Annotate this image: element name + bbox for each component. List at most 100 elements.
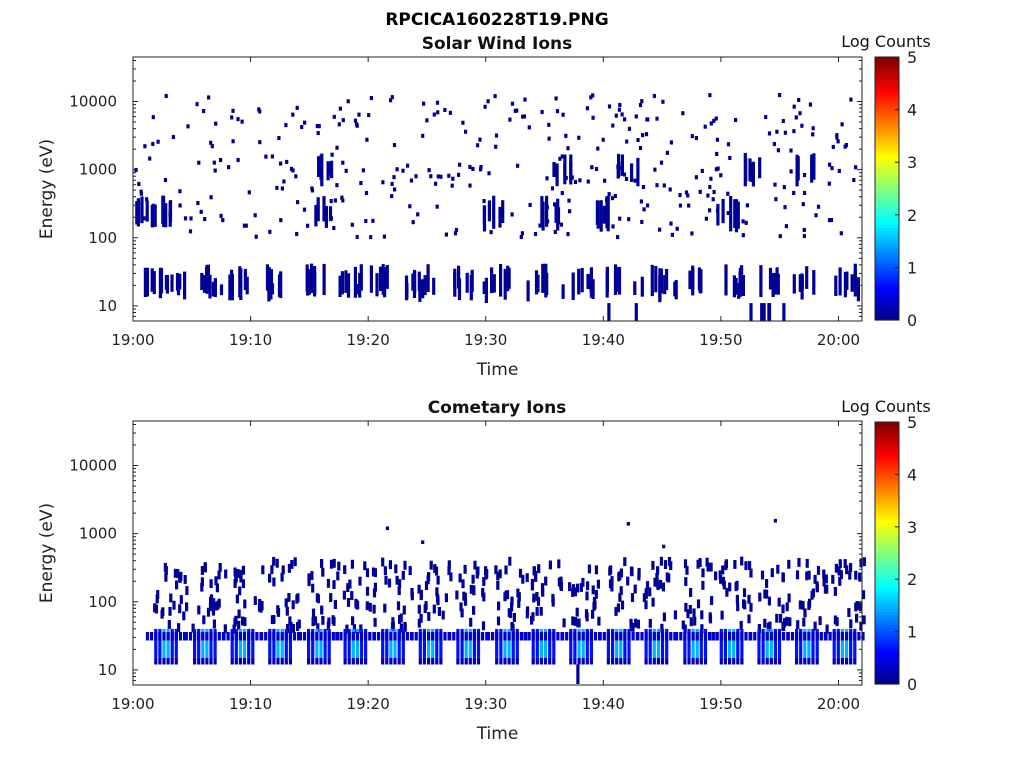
- heatmap-cell: [483, 104, 487, 109]
- heatmap-cell: [757, 624, 761, 633]
- heatmap-cell: [495, 657, 499, 665]
- heatmap-cell: [209, 657, 213, 665]
- heatmap-cell: [427, 572, 431, 581]
- heatmap-cell: [168, 606, 172, 616]
- heatmap-cell: [631, 632, 635, 641]
- heatmap-cell: [148, 156, 152, 161]
- heatmap-cell: [336, 571, 340, 581]
- heatmap-cell: [585, 657, 589, 665]
- heatmap-cell: [687, 628, 691, 658]
- colorbar-step: [875, 494, 899, 498]
- heatmap-cell: [151, 141, 155, 146]
- heatmap-cell: [329, 199, 333, 204]
- heatmap-cell: [364, 657, 368, 665]
- heatmap-cell: [437, 607, 441, 616]
- heatmap-cell: [170, 628, 174, 658]
- colorbar-step: [875, 634, 899, 639]
- heatmap-cell: [410, 591, 414, 601]
- heatmap-cell: [705, 557, 709, 567]
- colorbar-step: [875, 191, 899, 196]
- heatmap-cell: [236, 117, 240, 122]
- heatmap-cell: [329, 593, 333, 602]
- x-tick-label: 19:50: [699, 695, 742, 713]
- heatmap-cell: [468, 183, 472, 188]
- heatmap-cell: [427, 657, 431, 665]
- heatmap-cell: [431, 657, 435, 665]
- heatmap-cell: [403, 622, 407, 632]
- colorbar-step: [875, 119, 899, 124]
- heatmap-cell: [276, 605, 280, 615]
- heatmap-cell: [535, 632, 539, 641]
- heatmap-cell: [296, 622, 300, 631]
- heatmap-cell: [294, 174, 298, 179]
- heatmap-cell: [359, 632, 364, 641]
- heatmap-cell: [691, 265, 695, 296]
- heatmap-cell: [393, 657, 397, 665]
- heatmap-cell: [799, 628, 803, 658]
- heatmap-cell: [381, 632, 385, 641]
- heatmap-cell: [613, 194, 617, 199]
- colorbar-step: [875, 109, 899, 114]
- heatmap-cell: [342, 590, 346, 600]
- heatmap-cell: [695, 632, 699, 641]
- heatmap-cell: [812, 270, 816, 295]
- heatmap-cell: [352, 624, 356, 633]
- heatmap-cell: [193, 632, 197, 641]
- heatmap-cell: [159, 268, 164, 294]
- colorbar-step: [875, 198, 899, 203]
- heatmap-cell: [678, 193, 682, 198]
- heatmap-cell: [723, 632, 727, 641]
- heatmap-cell: [212, 160, 216, 165]
- heatmap-cell: [544, 263, 548, 298]
- heatmap-cell: [518, 568, 523, 578]
- heatmap-cell: [825, 584, 829, 594]
- heatmap-cell: [683, 657, 687, 665]
- heatmap-cell: [418, 280, 422, 302]
- heatmap-cell: [291, 600, 295, 610]
- colorbar-step: [875, 211, 899, 216]
- heatmap-cell: [511, 628, 515, 658]
- heatmap-cell: [858, 602, 862, 612]
- heatmap-cell: [401, 632, 405, 641]
- heatmap-cell: [811, 632, 815, 641]
- heatmap-cell: [819, 632, 823, 641]
- heatmap-cell: [521, 114, 525, 119]
- heatmap-cell: [287, 563, 291, 573]
- heatmap-cell: [219, 284, 224, 296]
- heatmap-cell: [272, 632, 276, 641]
- heatmap-cell: [735, 580, 739, 590]
- heatmap-cell: [139, 189, 143, 194]
- heatmap-cell: [734, 118, 738, 123]
- colorbar-step: [875, 651, 899, 656]
- heatmap-cell: [351, 616, 355, 626]
- heatmap-cell: [343, 657, 347, 665]
- heatmap-cell: [739, 620, 743, 630]
- heatmap-cell: [418, 632, 422, 641]
- heatmap-cell: [291, 623, 295, 633]
- heatmap-cell: [307, 632, 311, 641]
- heatmap-cell: [681, 620, 685, 630]
- heatmap-cell: [744, 220, 748, 225]
- heatmap-cell: [765, 579, 769, 588]
- heatmap-cell: [211, 281, 215, 297]
- heatmap-cell: [320, 605, 324, 615]
- heatmap-cell: [306, 223, 310, 228]
- colorbar-step: [875, 513, 899, 518]
- heatmap-cell: [221, 218, 225, 223]
- heatmap-cell: [726, 142, 731, 147]
- heatmap-cell: [381, 180, 385, 185]
- heatmap-cell: [581, 628, 585, 658]
- heatmap-cell: [363, 561, 367, 571]
- heatmap-cell: [711, 632, 715, 641]
- heatmap-cell: [805, 558, 809, 568]
- heatmap-cell: [369, 265, 373, 293]
- heatmap-cell: [728, 628, 732, 658]
- heatmap-cell: [492, 274, 496, 293]
- heatmap-cell: [286, 623, 290, 633]
- heatmap-cell: [196, 201, 200, 206]
- heatmap-cell: [627, 632, 631, 641]
- heatmap-cell: [776, 564, 780, 574]
- heatmap-cell: [323, 657, 327, 665]
- colorbar-step: [875, 477, 899, 482]
- heatmap-cell: [238, 586, 242, 596]
